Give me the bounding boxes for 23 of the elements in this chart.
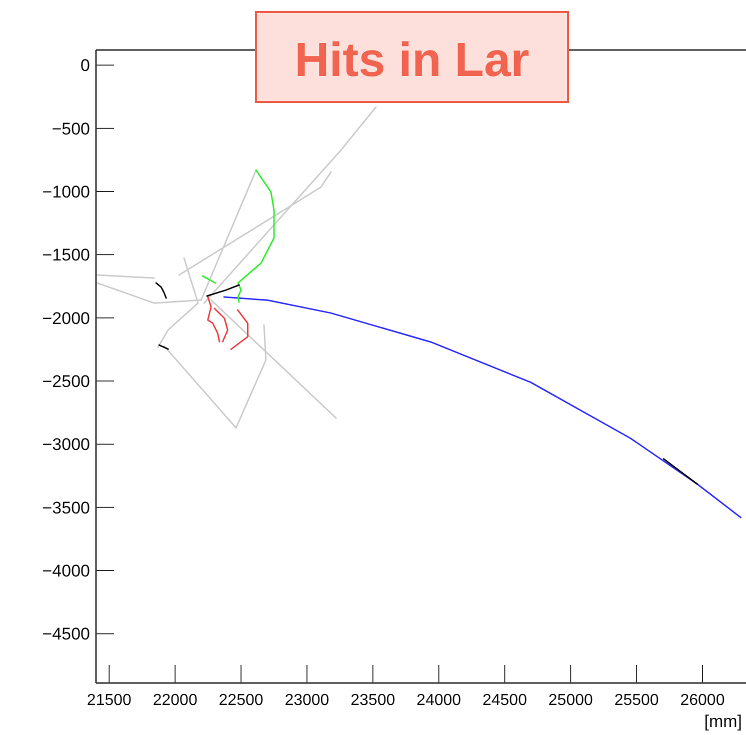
y-tick-label: −4500	[42, 624, 90, 644]
y-tick-label: −500	[52, 119, 90, 138]
y-tick-label: 0	[80, 56, 90, 76]
x-tick-label: 24000	[416, 692, 462, 709]
y-tick-label: −4000	[42, 562, 90, 581]
y-tick-label: −1500	[42, 246, 90, 265]
x-tick-label: 24500	[482, 692, 528, 709]
y-tick-label: −3500	[42, 498, 90, 518]
x-tick-label: 22000	[152, 692, 198, 709]
x-tick-label: 21500	[86, 692, 132, 709]
x-tick-label: 23500	[350, 692, 396, 709]
chart-title: Hits in Lar	[294, 34, 530, 87]
y-tick-label: −3000	[42, 435, 90, 454]
x-tick-label: 23000	[284, 692, 330, 709]
x-axis-title: [mm]	[704, 712, 742, 731]
line-series	[223, 296, 742, 518]
y-tick-label: −2500	[42, 372, 90, 392]
x-tick-label: 25500	[614, 692, 659, 709]
x-tick-label: 26000	[680, 692, 725, 709]
y-tick-label: −1000	[42, 182, 90, 202]
x-tick-label: 22500	[218, 692, 264, 709]
x-tick-label: 25000	[548, 692, 593, 709]
y-tick-label: −2000	[42, 308, 90, 328]
